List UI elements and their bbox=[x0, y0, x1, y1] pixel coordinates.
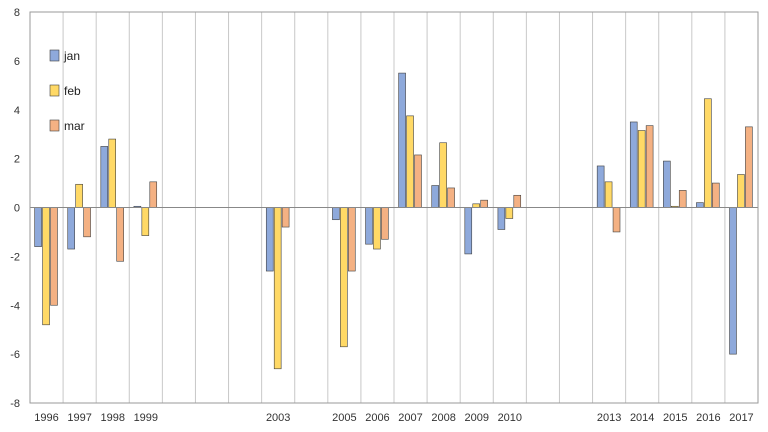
x-tick-label: 2016 bbox=[696, 412, 720, 424]
bar-feb bbox=[439, 142, 447, 208]
bar-feb bbox=[42, 207, 50, 326]
x-tick-label: 2009 bbox=[464, 412, 488, 424]
bar-mar bbox=[348, 207, 356, 272]
x-tick-label: 1999 bbox=[134, 412, 158, 424]
legend-label-mar: mar bbox=[64, 119, 85, 133]
bar-jan bbox=[464, 207, 473, 255]
bar-mar bbox=[83, 207, 91, 238]
bar-feb bbox=[141, 207, 150, 236]
y-tick-label: -4 bbox=[10, 300, 20, 312]
bar-feb bbox=[637, 130, 646, 208]
x-tick-label: 2005 bbox=[332, 412, 356, 424]
bar-mar bbox=[50, 207, 58, 306]
bar-feb bbox=[737, 174, 745, 208]
x-tick-label: 1998 bbox=[100, 412, 124, 424]
bar-feb bbox=[406, 115, 414, 208]
bar-jan bbox=[663, 160, 671, 208]
bar-mar bbox=[612, 207, 621, 233]
bar-jan bbox=[332, 207, 340, 221]
y-tick-label: 4 bbox=[14, 105, 20, 117]
x-tick-label: 1996 bbox=[34, 412, 58, 424]
bar-feb bbox=[273, 207, 282, 370]
bar-mar bbox=[414, 154, 422, 208]
bar-feb bbox=[108, 138, 117, 208]
bar-jan bbox=[265, 207, 274, 272]
bar-feb bbox=[340, 207, 348, 348]
bar-jan bbox=[398, 72, 406, 208]
legend: jan feb mar bbox=[49, 49, 85, 133]
bar-mar bbox=[116, 207, 124, 262]
bar-mar bbox=[745, 126, 753, 208]
bar-feb bbox=[704, 98, 712, 208]
bar-jan bbox=[100, 146, 109, 208]
bar-mar bbox=[149, 181, 158, 208]
x-tick-label: 2014 bbox=[630, 412, 654, 424]
y-tick-label: 8 bbox=[14, 7, 20, 19]
y-tick-label: -8 bbox=[10, 398, 20, 410]
bar-jan bbox=[696, 202, 704, 208]
x-tick-label: 2010 bbox=[498, 412, 522, 424]
bar-jan bbox=[629, 121, 638, 208]
bar-mar bbox=[447, 187, 455, 208]
x-tick-label: 2013 bbox=[597, 412, 621, 424]
x-tick-label: 2003 bbox=[266, 412, 290, 424]
bar-mar bbox=[678, 190, 687, 208]
bar-mar bbox=[645, 125, 654, 208]
plot-border bbox=[29, 11, 759, 404]
x-tick-label: 2017 bbox=[729, 412, 753, 424]
bar-jan bbox=[431, 185, 439, 208]
bar-feb bbox=[75, 183, 83, 208]
bar-feb bbox=[604, 181, 613, 208]
bar-feb bbox=[472, 203, 481, 208]
x-tick-label: 2006 bbox=[365, 412, 389, 424]
bar-jan bbox=[34, 207, 42, 247]
bar-mar bbox=[513, 194, 522, 208]
legend-swatch-mar bbox=[49, 119, 60, 132]
bar-feb bbox=[373, 207, 381, 250]
legend-swatch-jan bbox=[49, 49, 60, 62]
x-tick-label: 2015 bbox=[663, 412, 687, 424]
x-tick-label: 2007 bbox=[398, 412, 422, 424]
y-tick-label: 6 bbox=[14, 56, 20, 68]
bar-jan bbox=[497, 207, 506, 230]
y-tick-label: 0 bbox=[14, 203, 20, 215]
y-tick-label: -2 bbox=[10, 251, 20, 263]
bar-feb bbox=[505, 207, 514, 219]
y-tick-label: 2 bbox=[14, 154, 20, 166]
legend-label-feb: feb bbox=[64, 84, 81, 98]
bar-mar bbox=[712, 182, 720, 208]
x-tick-label: 1997 bbox=[67, 412, 91, 424]
bars bbox=[34, 72, 753, 370]
legend-swatch-feb bbox=[49, 84, 60, 97]
y-axis-ticks: -8 -6 -4 -2 0 2 4 6 8 bbox=[10, 7, 20, 410]
bar-mar bbox=[381, 207, 389, 240]
x-axis-ticks: 1996 1997 1998 1999 2003 2005 2006 2007 2008 2009… bbox=[34, 412, 753, 424]
x-tick-label: 2008 bbox=[431, 412, 455, 424]
bar-mar bbox=[480, 199, 488, 208]
legend-label-jan: jan bbox=[63, 49, 80, 63]
bar-jan bbox=[365, 207, 373, 245]
y-tick-label: -6 bbox=[10, 349, 20, 361]
bar-jan bbox=[729, 207, 737, 355]
bar-jan bbox=[596, 165, 605, 208]
bar-mar bbox=[281, 207, 290, 228]
bar-jan bbox=[67, 207, 75, 250]
